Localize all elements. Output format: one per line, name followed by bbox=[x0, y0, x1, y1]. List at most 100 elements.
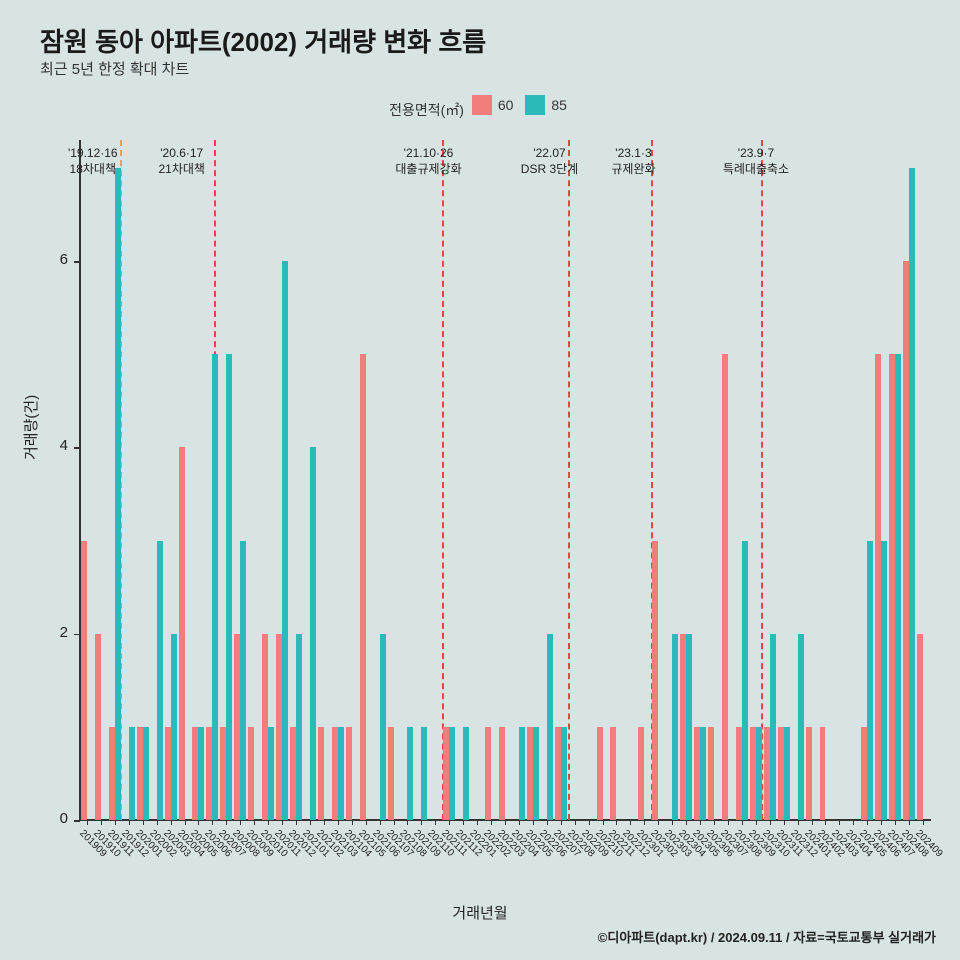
bar-85 bbox=[338, 727, 344, 820]
x-tick-mark bbox=[672, 820, 673, 825]
bar-85 bbox=[226, 354, 232, 820]
x-tick-mark bbox=[491, 820, 492, 825]
x-tick-mark bbox=[700, 820, 701, 825]
y-tick-mark bbox=[74, 634, 80, 636]
policy-annotation: '22.07DSR 3단계 bbox=[521, 146, 578, 177]
x-tick-mark bbox=[770, 820, 771, 825]
bar-85 bbox=[686, 634, 692, 820]
x-tick-mark bbox=[282, 820, 283, 825]
legend: 전용면적(㎡) 60 85 bbox=[0, 95, 960, 120]
x-tick-mark bbox=[923, 820, 924, 825]
x-tick-mark bbox=[853, 820, 854, 825]
bar-85 bbox=[784, 727, 790, 820]
x-tick-mark bbox=[589, 820, 590, 825]
bar-60 bbox=[722, 354, 728, 820]
bar-85 bbox=[296, 634, 302, 820]
policy-annotation: '19.12·1618차대책 bbox=[68, 146, 118, 177]
x-tick-mark bbox=[742, 820, 743, 825]
bar-85 bbox=[240, 541, 246, 820]
bar-60 bbox=[485, 727, 491, 820]
x-tick-mark bbox=[561, 820, 562, 825]
bar-85 bbox=[407, 727, 413, 820]
bar-85 bbox=[449, 727, 455, 820]
bar-85 bbox=[881, 541, 887, 820]
x-tick-mark bbox=[310, 820, 311, 825]
bar-85 bbox=[561, 727, 567, 820]
bar-85 bbox=[380, 634, 386, 820]
x-tick-mark bbox=[380, 820, 381, 825]
bar-85 bbox=[129, 727, 135, 820]
x-tick-mark bbox=[812, 820, 813, 825]
x-tick-mark bbox=[658, 820, 659, 825]
y-tick-mark bbox=[74, 261, 80, 263]
bar-85 bbox=[867, 541, 873, 820]
y-tick-mark bbox=[74, 820, 80, 822]
legend-item-60: 60 bbox=[472, 95, 514, 115]
credit-text: ©디아파트(dapt.kr) / 2024.09.11 / 자료=국토교통부 실… bbox=[598, 927, 936, 946]
bar-60 bbox=[179, 447, 185, 820]
x-tick-mark bbox=[756, 820, 757, 825]
x-tick-mark bbox=[268, 820, 269, 825]
policy-annotation: '23.9·7특례대출축소 bbox=[723, 146, 789, 177]
bar-85 bbox=[310, 447, 316, 820]
bar-60 bbox=[318, 727, 324, 820]
legend-item-85: 85 bbox=[525, 95, 567, 115]
x-tick-mark bbox=[909, 820, 910, 825]
bar-85 bbox=[143, 727, 149, 820]
bar-85 bbox=[171, 634, 177, 820]
legend-label-60: 60 bbox=[498, 97, 514, 113]
x-tick-mark bbox=[101, 820, 102, 825]
bar-60 bbox=[346, 727, 352, 820]
policy-annotation: '21.10·26대출규제강화 bbox=[395, 146, 461, 177]
bar-60 bbox=[499, 727, 505, 820]
bar-85 bbox=[672, 634, 678, 820]
x-tick-mark bbox=[226, 820, 227, 825]
x-tick-mark bbox=[407, 820, 408, 825]
bar-85 bbox=[533, 727, 539, 820]
bar-85 bbox=[268, 727, 274, 820]
x-tick-mark bbox=[603, 820, 604, 825]
x-tick-mark bbox=[630, 820, 631, 825]
bar-60 bbox=[917, 634, 923, 820]
x-tick-mark bbox=[867, 820, 868, 825]
x-tick-mark bbox=[477, 820, 478, 825]
y-tick-mark bbox=[74, 447, 80, 449]
y-tick-label: 2 bbox=[48, 624, 68, 641]
y-tick-label: 6 bbox=[48, 251, 68, 268]
bar-85 bbox=[463, 727, 469, 820]
x-tick-mark bbox=[784, 820, 785, 825]
x-tick-mark bbox=[435, 820, 436, 825]
x-tick-mark bbox=[616, 820, 617, 825]
chart-area: '19.12·1618차대책'20.6·1721차대책'21.10·26대출규제… bbox=[80, 140, 930, 820]
bar-85 bbox=[282, 261, 288, 820]
x-tick-mark bbox=[686, 820, 687, 825]
bar-85 bbox=[212, 354, 218, 820]
legend-label-85: 85 bbox=[551, 97, 567, 113]
y-axis-label: 거래량(건) bbox=[20, 395, 41, 460]
bar-85 bbox=[909, 168, 915, 820]
bar-85 bbox=[895, 354, 901, 820]
bar-85 bbox=[742, 541, 748, 820]
x-tick-mark bbox=[728, 820, 729, 825]
x-tick-mark bbox=[338, 820, 339, 825]
x-tick-mark bbox=[881, 820, 882, 825]
policy-vline bbox=[442, 140, 444, 820]
x-tick-mark bbox=[644, 820, 645, 825]
bar-60 bbox=[638, 727, 644, 820]
bar-60 bbox=[652, 541, 658, 820]
bar-60 bbox=[597, 727, 603, 820]
x-tick-mark bbox=[198, 820, 199, 825]
bar-60 bbox=[248, 727, 254, 820]
x-tick-mark bbox=[366, 820, 367, 825]
bar-85 bbox=[798, 634, 804, 820]
bar-60 bbox=[81, 541, 87, 820]
x-tick-mark bbox=[212, 820, 213, 825]
x-tick-mark bbox=[394, 820, 395, 825]
x-tick-mark bbox=[839, 820, 840, 825]
policy-vline bbox=[568, 140, 570, 820]
legend-title: 전용면적(㎡) bbox=[389, 102, 464, 118]
x-tick-mark bbox=[519, 820, 520, 825]
y-tick-label: 0 bbox=[48, 810, 68, 827]
bar-60 bbox=[95, 634, 101, 820]
policy-vline bbox=[761, 140, 763, 820]
